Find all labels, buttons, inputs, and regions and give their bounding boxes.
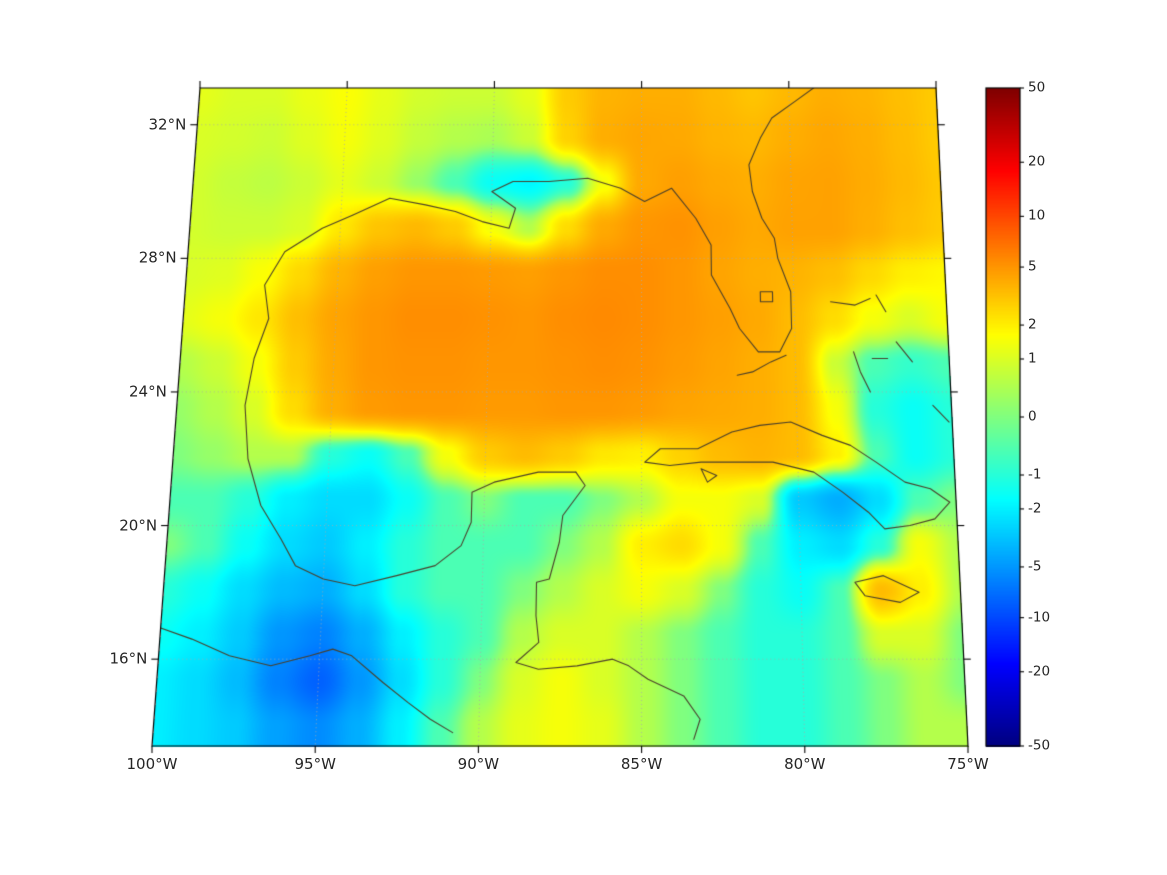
map-plot-canvas (0, 0, 1167, 875)
figure: 100°W 95°W 90°W 85°W 80°W 75°W 32°N 28°N 24°N 20°… (0, 0, 1167, 875)
